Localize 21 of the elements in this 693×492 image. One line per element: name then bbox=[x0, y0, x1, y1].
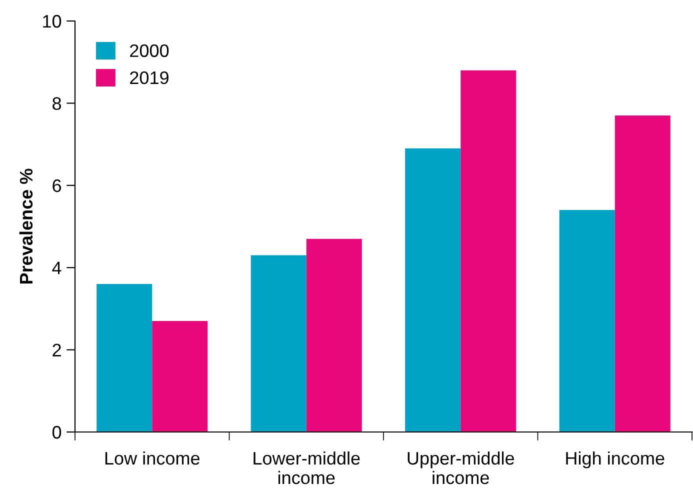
bar bbox=[250, 255, 306, 432]
legend-label: 2019 bbox=[130, 71, 168, 84]
bar bbox=[306, 238, 362, 432]
y-axis-title: Prevalence % bbox=[19, 168, 33, 284]
x-tick-label: Lower-middle income bbox=[254, 451, 360, 484]
bar bbox=[152, 321, 208, 432]
x-tick-label: Upper-middle income bbox=[408, 451, 514, 484]
y-tick-label: 6 bbox=[52, 179, 62, 192]
bar bbox=[405, 148, 461, 432]
legend-label: 2000 bbox=[130, 44, 169, 58]
bar bbox=[96, 284, 152, 432]
y-tick-label: 10 bbox=[43, 14, 62, 28]
bar bbox=[460, 70, 516, 432]
x-tick-label: High income bbox=[566, 451, 664, 468]
y-tick-label: 8 bbox=[52, 97, 62, 110]
bar bbox=[614, 116, 670, 432]
y-tick-label: 4 bbox=[52, 262, 62, 274]
bar bbox=[559, 210, 615, 432]
y-tick-label: 2 bbox=[52, 344, 61, 356]
x-tick-label: Low income bbox=[105, 451, 200, 465]
y-tick-label: 0 bbox=[52, 426, 62, 439]
